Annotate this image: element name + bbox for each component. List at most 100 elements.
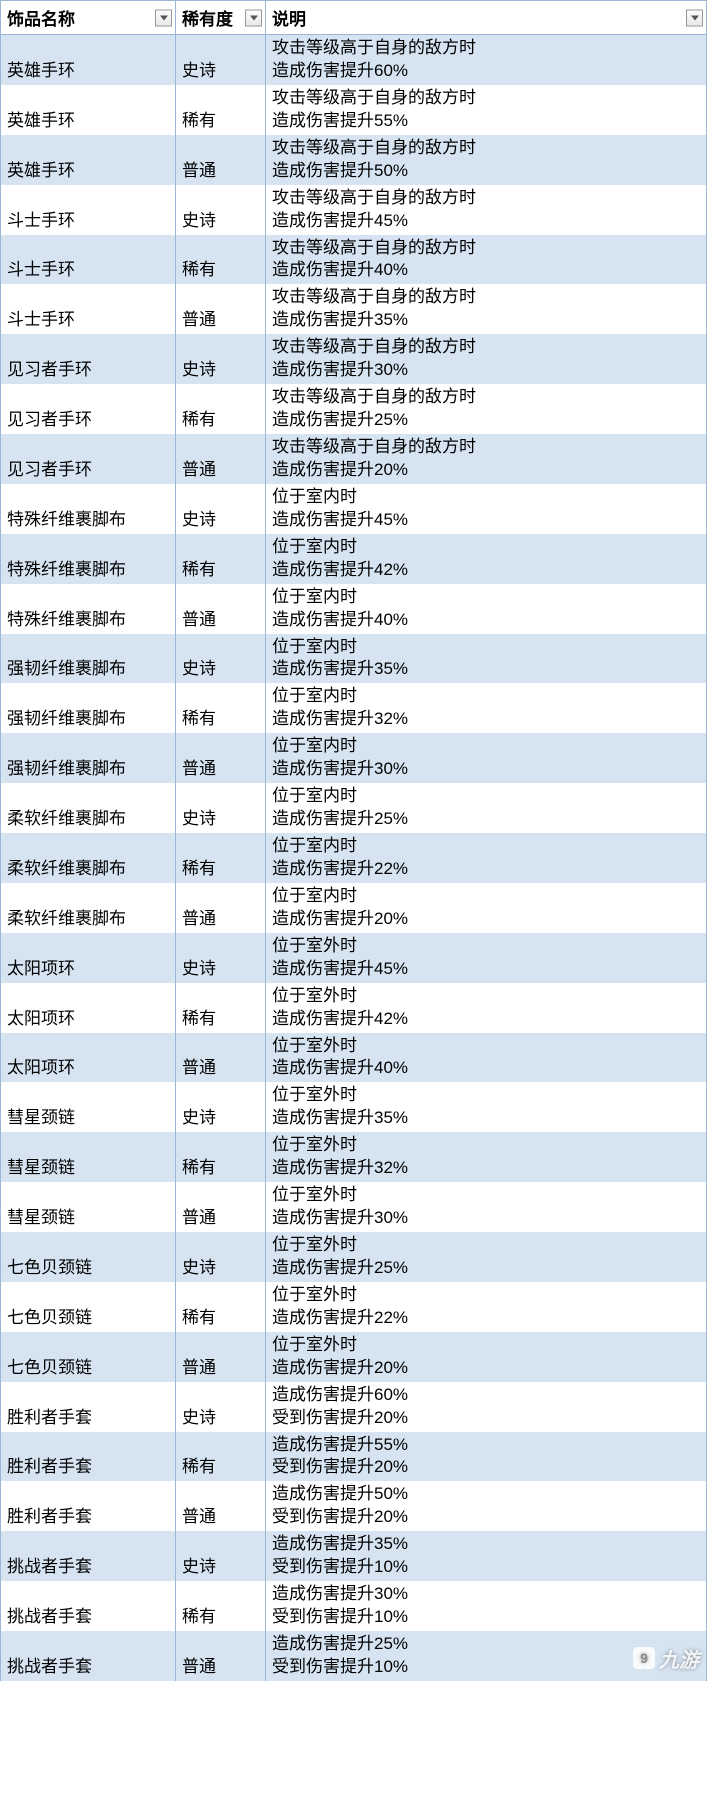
cell-desc: 攻击等级高于自身的敌方时造成伤害提升40% (266, 235, 707, 285)
cell-desc: 位于室外时造成伤害提升22% (266, 1282, 707, 1332)
cell-desc: 位于室内时造成伤害提升25% (266, 783, 707, 833)
cell-desc: 位于室内时造成伤害提升40% (266, 584, 707, 634)
cell-rarity: 普通 (176, 1332, 266, 1382)
cell-name: 挑战者手套 (1, 1531, 176, 1581)
cell-name: 柔软纤维裹脚布 (1, 783, 176, 833)
cell-desc: 位于室外时造成伤害提升25% (266, 1232, 707, 1282)
cell-rarity: 稀有 (176, 534, 266, 584)
table-row: 英雄手环稀有攻击等级高于自身的敌方时造成伤害提升55% (1, 85, 707, 135)
cell-name: 七色贝颈链 (1, 1332, 176, 1382)
table-row: 特殊纤维裹脚布史诗位于室内时造成伤害提升45% (1, 484, 707, 534)
table-row: 七色贝颈链稀有位于室外时造成伤害提升22% (1, 1282, 707, 1332)
cell-rarity: 史诗 (176, 1082, 266, 1132)
cell-desc: 造成伤害提升30%受到伤害提升10% (266, 1581, 707, 1631)
table-row: 太阳项环普通位于室外时造成伤害提升40% (1, 1033, 707, 1083)
watermark-logo-icon (633, 1647, 655, 1669)
table-row: 七色贝颈链史诗位于室外时造成伤害提升25% (1, 1232, 707, 1282)
cell-name: 七色贝颈链 (1, 1232, 176, 1282)
table-row: 柔软纤维裹脚布史诗位于室内时造成伤害提升25% (1, 783, 707, 833)
table-row: 挑战者手套史诗造成伤害提升35%受到伤害提升10% (1, 1531, 707, 1581)
cell-rarity: 稀有 (176, 1581, 266, 1631)
table-row: 见习者手环稀有攻击等级高于自身的敌方时造成伤害提升25% (1, 384, 707, 434)
cell-rarity: 稀有 (176, 235, 266, 285)
table-row: 彗星颈链稀有位于室外时造成伤害提升32% (1, 1132, 707, 1182)
table-row: 强韧纤维裹脚布史诗位于室内时造成伤害提升35% (1, 634, 707, 684)
col-header-desc-label: 说明 (272, 10, 306, 29)
col-header-rarity[interactable]: 稀有度 (176, 1, 266, 35)
accessory-table: 饰品名称 稀有度 说明 英雄手环史诗攻击等级高于自身的敌方时造成伤害提升60%英… (0, 0, 707, 1681)
cell-name: 太阳项环 (1, 983, 176, 1033)
filter-dropdown-icon[interactable] (245, 9, 262, 26)
cell-rarity: 普通 (176, 1182, 266, 1232)
cell-name: 斗士手环 (1, 284, 176, 334)
cell-name: 斗士手环 (1, 185, 176, 235)
cell-rarity: 稀有 (176, 683, 266, 733)
filter-dropdown-icon[interactable] (155, 9, 172, 26)
table-row: 见习者手环史诗攻击等级高于自身的敌方时造成伤害提升30% (1, 334, 707, 384)
cell-rarity: 稀有 (176, 85, 266, 135)
cell-rarity: 史诗 (176, 783, 266, 833)
cell-name: 胜利者手套 (1, 1382, 176, 1432)
cell-rarity: 史诗 (176, 634, 266, 684)
cell-rarity: 史诗 (176, 35, 266, 85)
cell-desc: 位于室内时造成伤害提升22% (266, 833, 707, 883)
cell-rarity: 普通 (176, 135, 266, 185)
cell-rarity: 稀有 (176, 1282, 266, 1332)
cell-desc: 造成伤害提升50%受到伤害提升20% (266, 1481, 707, 1531)
cell-rarity: 稀有 (176, 1432, 266, 1482)
cell-rarity: 稀有 (176, 384, 266, 434)
table-row: 柔软纤维裹脚布稀有位于室内时造成伤害提升22% (1, 833, 707, 883)
watermark-text: 九游 (659, 1644, 699, 1673)
table-row: 柔软纤维裹脚布普通位于室内时造成伤害提升20% (1, 883, 707, 933)
cell-rarity: 史诗 (176, 334, 266, 384)
table-row: 挑战者手套普通造成伤害提升25%受到伤害提升10% (1, 1631, 707, 1681)
col-header-desc[interactable]: 说明 (266, 1, 707, 35)
cell-desc: 位于室内时造成伤害提升42% (266, 534, 707, 584)
table-row: 七色贝颈链普通位于室外时造成伤害提升20% (1, 1332, 707, 1382)
cell-desc: 造成伤害提升60%受到伤害提升20% (266, 1382, 707, 1432)
cell-desc: 位于室外时造成伤害提升32% (266, 1132, 707, 1182)
table-row: 见习者手环普通攻击等级高于自身的敌方时造成伤害提升20% (1, 434, 707, 484)
table-row: 胜利者手套普通造成伤害提升50%受到伤害提升20% (1, 1481, 707, 1531)
table-row: 彗星颈链普通位于室外时造成伤害提升30% (1, 1182, 707, 1232)
watermark: 九游 (633, 1644, 699, 1673)
cell-rarity: 普通 (176, 584, 266, 634)
cell-rarity: 史诗 (176, 484, 266, 534)
table-row: 胜利者手套史诗造成伤害提升60%受到伤害提升20% (1, 1382, 707, 1432)
table-row: 特殊纤维裹脚布稀有位于室内时造成伤害提升42% (1, 534, 707, 584)
col-header-name[interactable]: 饰品名称 (1, 1, 176, 35)
cell-name: 挑战者手套 (1, 1631, 176, 1681)
cell-rarity: 史诗 (176, 1531, 266, 1581)
table-row: 斗士手环稀有攻击等级高于自身的敌方时造成伤害提升40% (1, 235, 707, 285)
cell-desc: 攻击等级高于自身的敌方时造成伤害提升45% (266, 185, 707, 235)
cell-desc: 位于室外时造成伤害提升30% (266, 1182, 707, 1232)
cell-rarity: 普通 (176, 1033, 266, 1083)
table-row: 斗士手环普通攻击等级高于自身的敌方时造成伤害提升35% (1, 284, 707, 334)
table-row: 英雄手环史诗攻击等级高于自身的敌方时造成伤害提升60% (1, 35, 707, 85)
cell-name: 彗星颈链 (1, 1082, 176, 1132)
filter-dropdown-icon[interactable] (686, 9, 703, 26)
table-row: 斗士手环史诗攻击等级高于自身的敌方时造成伤害提升45% (1, 185, 707, 235)
cell-desc: 位于室内时造成伤害提升45% (266, 484, 707, 534)
cell-desc: 位于室外时造成伤害提升45% (266, 933, 707, 983)
table-row: 强韧纤维裹脚布稀有位于室内时造成伤害提升32% (1, 683, 707, 733)
cell-name: 胜利者手套 (1, 1481, 176, 1531)
cell-name: 七色贝颈链 (1, 1282, 176, 1332)
cell-desc: 攻击等级高于自身的敌方时造成伤害提升50% (266, 135, 707, 185)
cell-name: 强韧纤维裹脚布 (1, 733, 176, 783)
cell-desc: 攻击等级高于自身的敌方时造成伤害提升30% (266, 334, 707, 384)
cell-desc: 攻击等级高于自身的敌方时造成伤害提升55% (266, 85, 707, 135)
cell-desc: 造成伤害提升35%受到伤害提升10% (266, 1531, 707, 1581)
table-row: 挑战者手套稀有造成伤害提升30%受到伤害提升10% (1, 1581, 707, 1631)
cell-desc: 位于室内时造成伤害提升35% (266, 634, 707, 684)
cell-name: 见习者手环 (1, 434, 176, 484)
cell-name: 斗士手环 (1, 235, 176, 285)
cell-desc: 位于室内时造成伤害提升32% (266, 683, 707, 733)
cell-name: 特殊纤维裹脚布 (1, 584, 176, 634)
cell-rarity: 稀有 (176, 1132, 266, 1182)
table-body: 英雄手环史诗攻击等级高于自身的敌方时造成伤害提升60%英雄手环稀有攻击等级高于自… (1, 35, 707, 1681)
cell-name: 特殊纤维裹脚布 (1, 484, 176, 534)
table-row: 彗星颈链史诗位于室外时造成伤害提升35% (1, 1082, 707, 1132)
col-header-name-label: 饰品名称 (7, 10, 75, 29)
cell-desc: 造成伤害提升55%受到伤害提升20% (266, 1432, 707, 1482)
